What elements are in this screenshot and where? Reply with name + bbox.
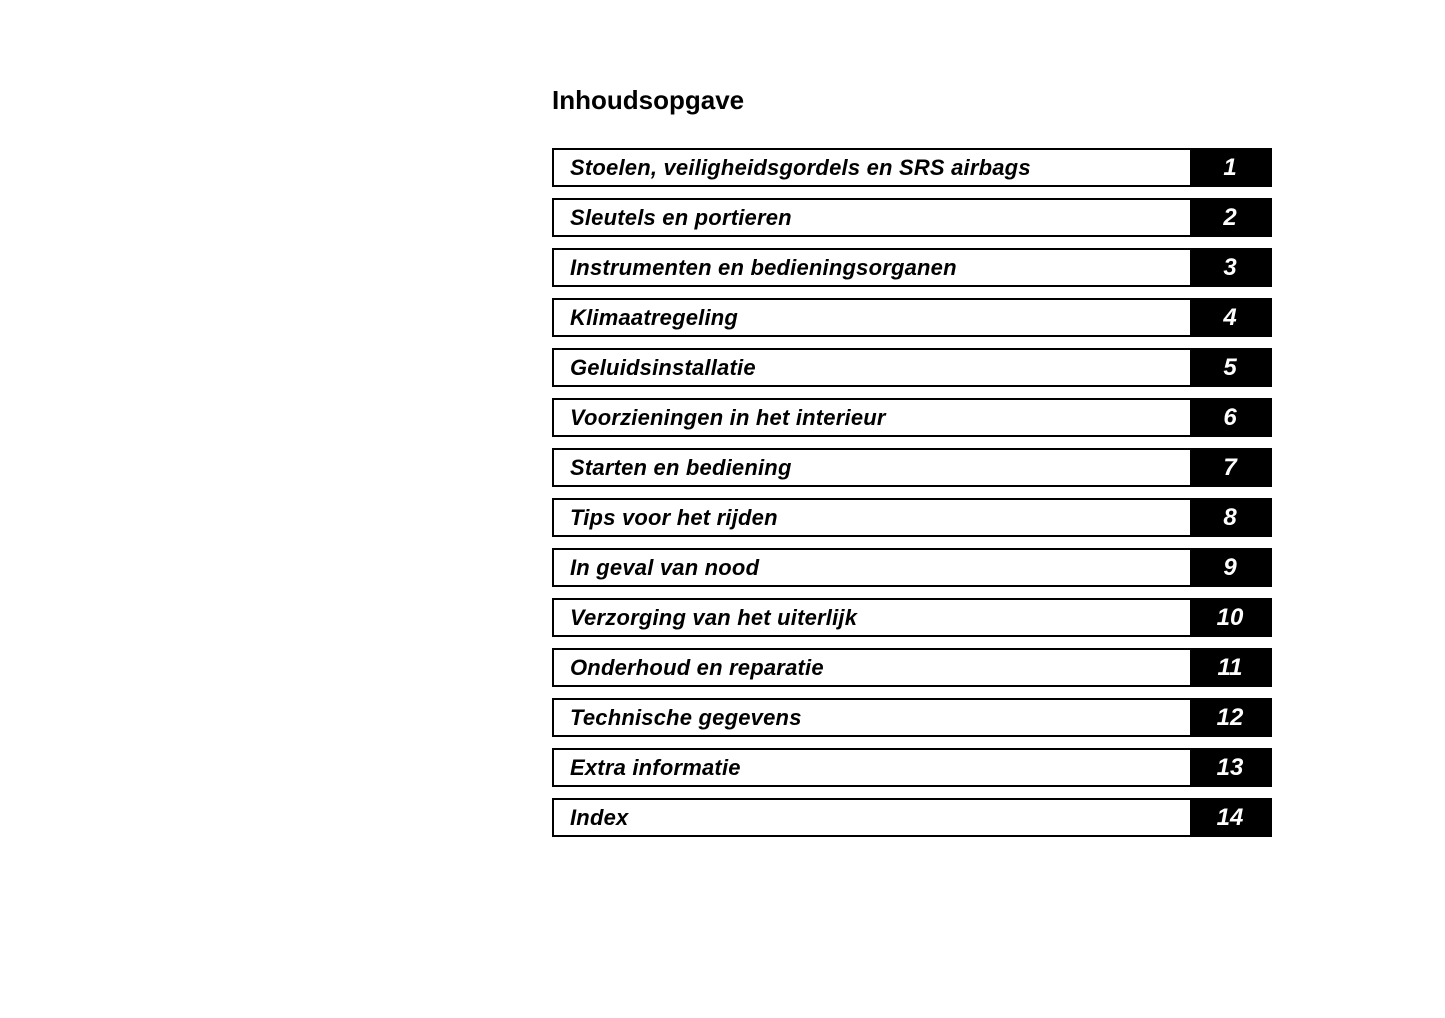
toc-row: Extra informatie 13: [552, 748, 1272, 787]
content-block: Inhoudsopgave Stoelen, veiligheidsgordel…: [552, 85, 1272, 848]
toc-number: 4: [1190, 300, 1270, 335]
toc-row: Sleutels en portieren 2: [552, 198, 1272, 237]
toc-number: 6: [1190, 400, 1270, 435]
toc-list: Stoelen, veiligheidsgordels en SRS airba…: [552, 148, 1272, 848]
toc-row: Index 14: [552, 798, 1272, 837]
toc-row: Starten en bediening 7: [552, 448, 1272, 487]
toc-number: 12: [1190, 700, 1270, 735]
toc-number: 13: [1190, 750, 1270, 785]
toc-number: 2: [1190, 200, 1270, 235]
toc-number: 1: [1190, 150, 1270, 185]
toc-label: Technische gegevens: [554, 700, 1190, 735]
toc-row: Technische gegevens 12: [552, 698, 1272, 737]
toc-number: 5: [1190, 350, 1270, 385]
toc-label: Onderhoud en reparatie: [554, 650, 1190, 685]
toc-number: 3: [1190, 250, 1270, 285]
toc-row: Geluidsinstallatie 5: [552, 348, 1272, 387]
toc-heading: Inhoudsopgave: [552, 85, 1272, 116]
toc-row: Verzorging van het uiterlijk 10: [552, 598, 1272, 637]
toc-label: Stoelen, veiligheidsgordels en SRS airba…: [554, 150, 1190, 185]
toc-row: Klimaatregeling 4: [552, 298, 1272, 337]
toc-label: Klimaatregeling: [554, 300, 1190, 335]
toc-label: Extra informatie: [554, 750, 1190, 785]
toc-label: Geluidsinstallatie: [554, 350, 1190, 385]
toc-label: Voorzieningen in het interieur: [554, 400, 1190, 435]
page: Inhoudsopgave Stoelen, veiligheidsgordel…: [0, 0, 1445, 1018]
toc-label: Instrumenten en bedieningsorganen: [554, 250, 1190, 285]
toc-row: Voorzieningen in het interieur 6: [552, 398, 1272, 437]
toc-number: 8: [1190, 500, 1270, 535]
toc-row: Onderhoud en reparatie 11: [552, 648, 1272, 687]
toc-number: 7: [1190, 450, 1270, 485]
toc-number: 11: [1190, 650, 1270, 685]
toc-row: Stoelen, veiligheidsgordels en SRS airba…: [552, 148, 1272, 187]
toc-label: Starten en bediening: [554, 450, 1190, 485]
toc-label: Verzorging van het uiterlijk: [554, 600, 1190, 635]
toc-label: Sleutels en portieren: [554, 200, 1190, 235]
toc-label: Tips voor het rijden: [554, 500, 1190, 535]
toc-row: Instrumenten en bedieningsorganen 3: [552, 248, 1272, 287]
toc-number: 14: [1190, 800, 1270, 835]
toc-row: Tips voor het rijden 8: [552, 498, 1272, 537]
toc-label: In geval van nood: [554, 550, 1190, 585]
toc-row: In geval van nood 9: [552, 548, 1272, 587]
toc-label: Index: [554, 800, 1190, 835]
toc-number: 10: [1190, 600, 1270, 635]
toc-number: 9: [1190, 550, 1270, 585]
